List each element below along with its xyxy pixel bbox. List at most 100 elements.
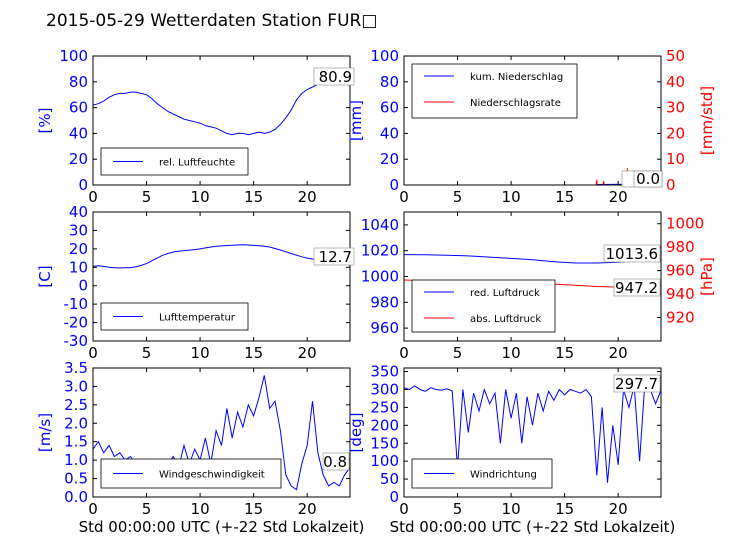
legend-entry-label: Windrichtung	[470, 470, 537, 481]
legend-entry-label: Lufttemperatur	[159, 313, 236, 324]
y2-tick-label: 0	[666, 176, 676, 194]
x-tick-label: 10	[191, 344, 210, 362]
y-tick-label: 0.0	[64, 488, 88, 506]
x-axis-label: Std 00:00:00 UTC (+-22 Std Lokalzeit)	[390, 518, 676, 536]
x-tick-label: 5	[142, 500, 152, 518]
y-tick-label: 1000	[361, 268, 399, 286]
y-tick-label: 40	[69, 203, 88, 221]
y-tick-label: 2.5	[64, 396, 88, 414]
y2-tick-label: 40	[666, 73, 685, 91]
plot-frame-windspeed	[92, 367, 351, 498]
y2-axis-label: [hPa]	[698, 257, 716, 296]
y-tick-label: 0.5	[64, 470, 88, 488]
legend-temperature: Lufttemperatur	[100, 302, 249, 331]
x-tick-label: 5	[453, 344, 463, 362]
y-tick-label: 40	[380, 124, 399, 142]
legend-frame	[411, 63, 578, 119]
value-annotation: 12.7	[319, 248, 352, 266]
value-annotation-box	[313, 67, 355, 86]
y2-tick-label: 920	[666, 309, 695, 327]
x-tick-label: 5	[453, 188, 463, 206]
legend-winddirection: Windrichtung	[411, 458, 553, 489]
x-tick-label: 0	[399, 188, 409, 206]
y-tick-label: 100	[370, 47, 399, 65]
value-annotation: 947.2	[615, 279, 658, 297]
x-tick-label: 10	[502, 188, 521, 206]
x-tick-label: 5	[142, 344, 152, 362]
x-tick-label: 20	[609, 188, 628, 206]
legend-entry-label: kum. Niederschlag	[470, 72, 563, 83]
y2-tick-label: 980	[666, 238, 695, 256]
y-tick-label: 1020	[361, 242, 399, 260]
legend-entry-label: rel. Luftfeuchte	[159, 158, 235, 169]
y-tick-label: 0	[389, 488, 399, 506]
y-axis-label: [m/s]	[36, 413, 54, 452]
x-tick-label: 20	[298, 500, 317, 518]
y-tick-label: 80	[380, 73, 399, 91]
panel-humidity: 0 5 10 15 20 0 20 40 60 80 100 [%] rel. Luftfeuchte 8…	[36, 47, 355, 206]
series-line-temperature-0	[93, 244, 350, 269]
x-tick-label: 20	[609, 500, 628, 518]
panel-precipitation: 0 5 10 15 20 0 20 40 60 80 100 0 10 20 30 40 50 [mm] [mm/s…	[347, 47, 716, 206]
legend-windspeed: Windgeschwindigkeit	[100, 458, 282, 489]
y-tick-label: 100	[370, 452, 399, 470]
y-tick-label: 10	[69, 258, 88, 276]
y-tick-label: 1040	[361, 216, 399, 234]
x-tick-label: 5	[142, 188, 152, 206]
plot-frame-humidity	[92, 55, 351, 186]
plot-frame-winddirection	[403, 367, 662, 498]
y-tick-label: 1.5	[64, 433, 88, 451]
y-tick-label: 0	[78, 176, 88, 194]
y-tick-label: 20	[69, 240, 88, 258]
x-tick-label: 0	[399, 500, 409, 518]
y-axis-label: [deg]	[347, 413, 365, 453]
legend-entry-label: red. Luftdruck	[470, 288, 540, 299]
panel-pressure: 0 5 10 15 20 960 980 1000 1020 1040 920 940 960 980 10…	[361, 211, 716, 362]
y-tick-label: 1.0	[64, 451, 88, 469]
panel-windspeed: 0 5 10 15 20 0.00.51.01.52.02.53.03.5 [m/s] Std…	[36, 359, 364, 536]
y-tick-label: 60	[380, 99, 399, 117]
x-axis-label: Std 00:00:00 UTC (+-22 Std Lokalzeit)	[79, 518, 365, 536]
y2-tick-label: 10	[666, 150, 685, 168]
y-tick-label: -30	[64, 332, 89, 350]
y2-tick-label: 1000	[666, 215, 704, 233]
y-tick-label: -10	[64, 295, 89, 313]
y-tick-label: 3.0	[64, 377, 88, 395]
x-tick-label: 15	[244, 188, 263, 206]
x-tick-label: 0	[399, 344, 409, 362]
legend-humidity: rel. Luftfeuchte	[100, 147, 249, 176]
y2-tick-label: 20	[666, 124, 685, 142]
value-annotation-box	[613, 374, 661, 393]
y-tick-label: 980	[370, 293, 399, 311]
y2-axis-label: [mm/std]	[698, 86, 716, 155]
value-annotation-box	[313, 247, 355, 266]
y2-tick-label: 940	[666, 285, 695, 303]
x-tick-label: 20	[609, 344, 628, 362]
legend-precipitation: kum. Niederschlag Niederschlagsrate	[411, 63, 578, 119]
legend-pressure: red. Luftdruck abs. Luftdruck	[411, 279, 556, 333]
y-tick-label: 60	[69, 99, 88, 117]
value-annotation-box	[322, 452, 350, 471]
x-tick-label: 15	[555, 500, 574, 518]
x-tick-label: 10	[502, 500, 521, 518]
x-tick-label: 15	[555, 188, 574, 206]
y-axis-label: [%]	[36, 108, 54, 134]
y-tick-label: 150	[370, 434, 399, 452]
y-tick-label: 300	[370, 381, 399, 399]
y-tick-label: 350	[370, 363, 399, 381]
y-axis-label: [mm]	[347, 100, 365, 141]
legend-frame	[411, 279, 556, 333]
x-tick-label: 0	[88, 344, 98, 362]
y-tick-label: 20	[380, 150, 399, 168]
legend-entry-label: abs. Luftdruck	[470, 314, 541, 325]
figure-title: 2015-05-29 Wetterdaten Station FUR□	[46, 11, 377, 31]
y-tick-label: 250	[370, 398, 399, 416]
value-annotation-box	[603, 244, 661, 263]
x-tick-label: 20	[298, 188, 317, 206]
y-tick-label: 3.5	[64, 359, 88, 377]
plot-frame-precipitation	[403, 55, 662, 186]
y-tick-label: 960	[370, 319, 399, 337]
legend-entry-label: Windgeschwindigkeit	[159, 470, 265, 481]
y2-tick-label: 960	[666, 262, 695, 280]
